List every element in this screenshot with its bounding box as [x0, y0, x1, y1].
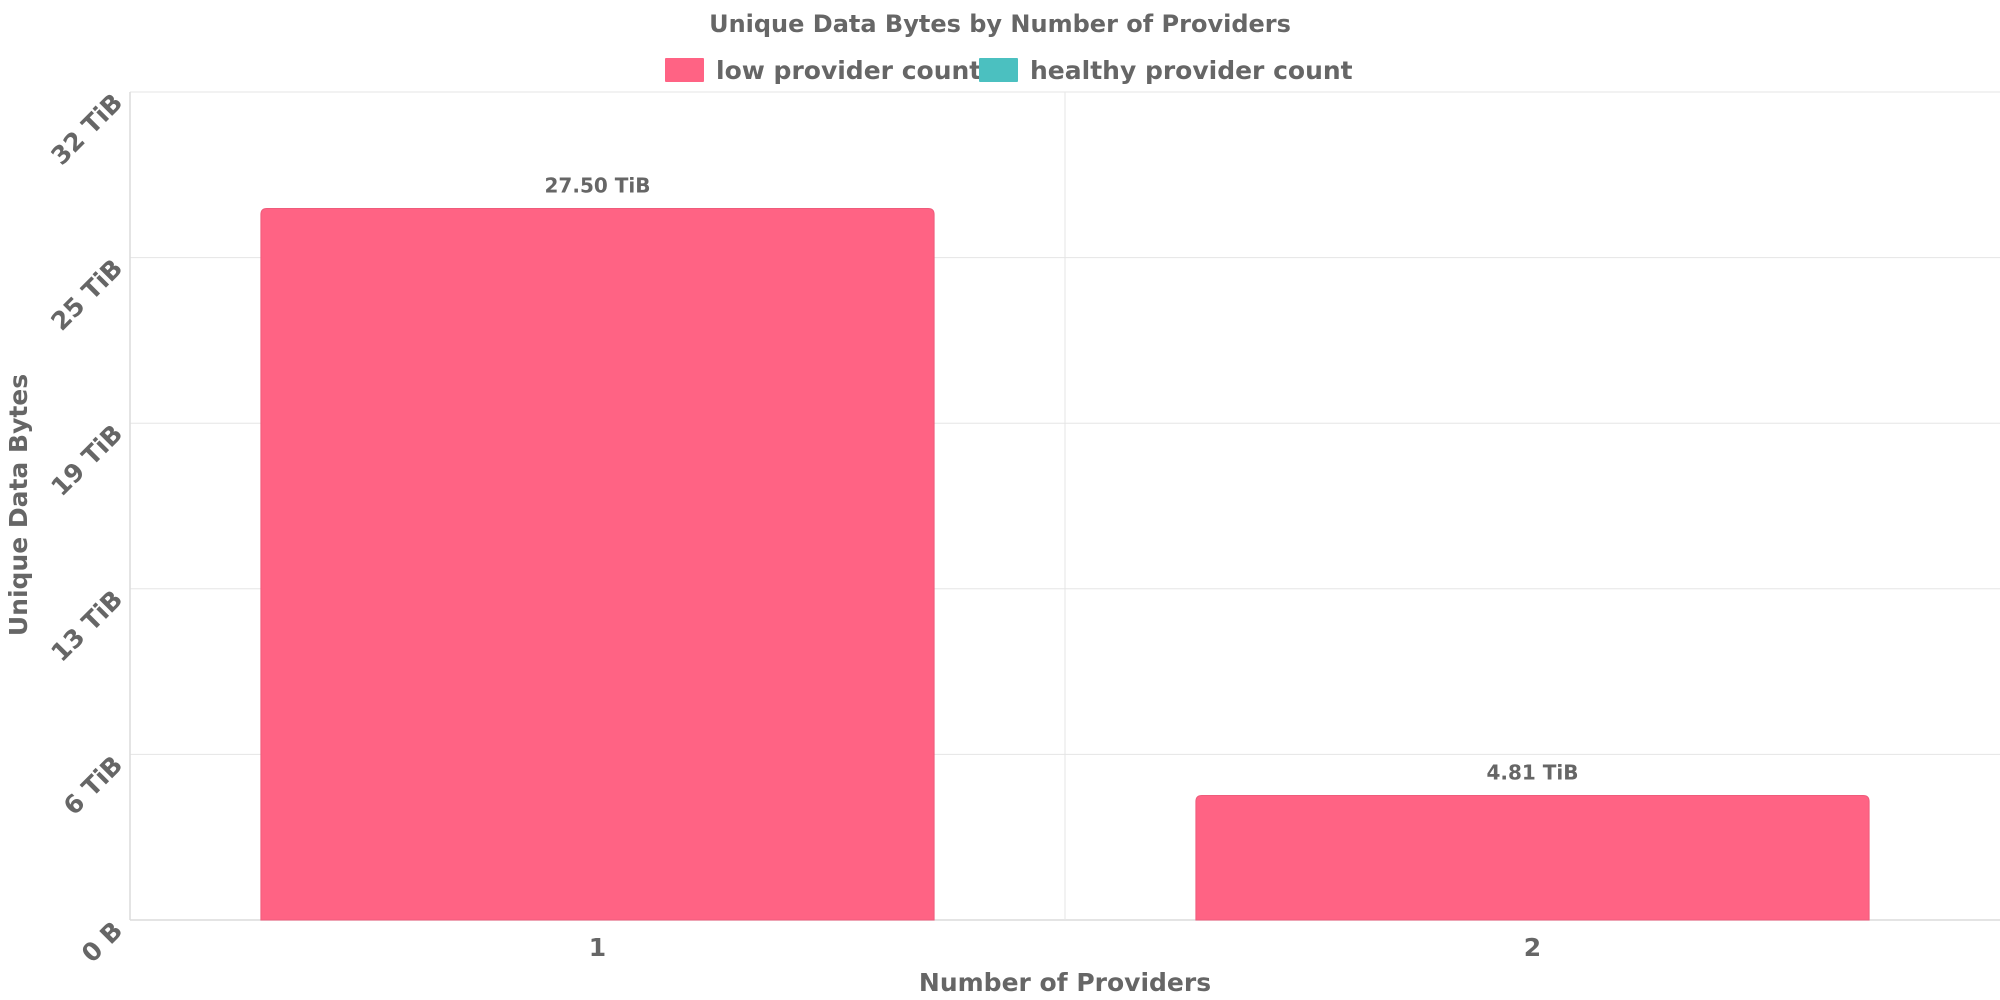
bar-1[interactable] [260, 207, 935, 921]
y-tick-label: 6 TiB [58, 750, 129, 821]
y-tick-label: 13 TiB [45, 585, 128, 668]
y-tick-label: 32 TiB [45, 88, 128, 171]
x-axis-title: Number of Providers [919, 968, 1211, 997]
legend-swatch-low-provider-count[interactable] [665, 58, 704, 82]
legend: low provider count healthy provider coun… [665, 56, 1353, 85]
y-tick-label: 19 TiB [45, 419, 128, 502]
y-tick-label: 25 TiB [45, 253, 128, 336]
legend-swatch-healthy-provider-count[interactable] [979, 58, 1018, 82]
bar-2[interactable] [1195, 795, 1870, 921]
x-tick-label: 2 [1524, 933, 1541, 962]
chart-title: Unique Data Bytes by Number of Providers [709, 10, 1291, 38]
bar-value-label: 4.81 TiB [1486, 761, 1578, 785]
y-axis-title: Unique Data Bytes [4, 374, 33, 636]
x-tick-label: 1 [589, 933, 606, 962]
data-labels: 27.50 TiB 4.81 TiB [545, 173, 1579, 784]
bar-value-label: 27.50 TiB [545, 173, 651, 197]
legend-label-healthy-provider-count[interactable]: healthy provider count [1030, 56, 1353, 85]
y-axis-ticks: 0 B 6 TiB 13 TiB 19 TiB 25 TiB 32 TiB [45, 88, 128, 968]
legend-label-low-provider-count[interactable]: low provider count [716, 56, 981, 85]
bars [260, 207, 1870, 921]
y-tick-label: 0 B [76, 916, 128, 968]
